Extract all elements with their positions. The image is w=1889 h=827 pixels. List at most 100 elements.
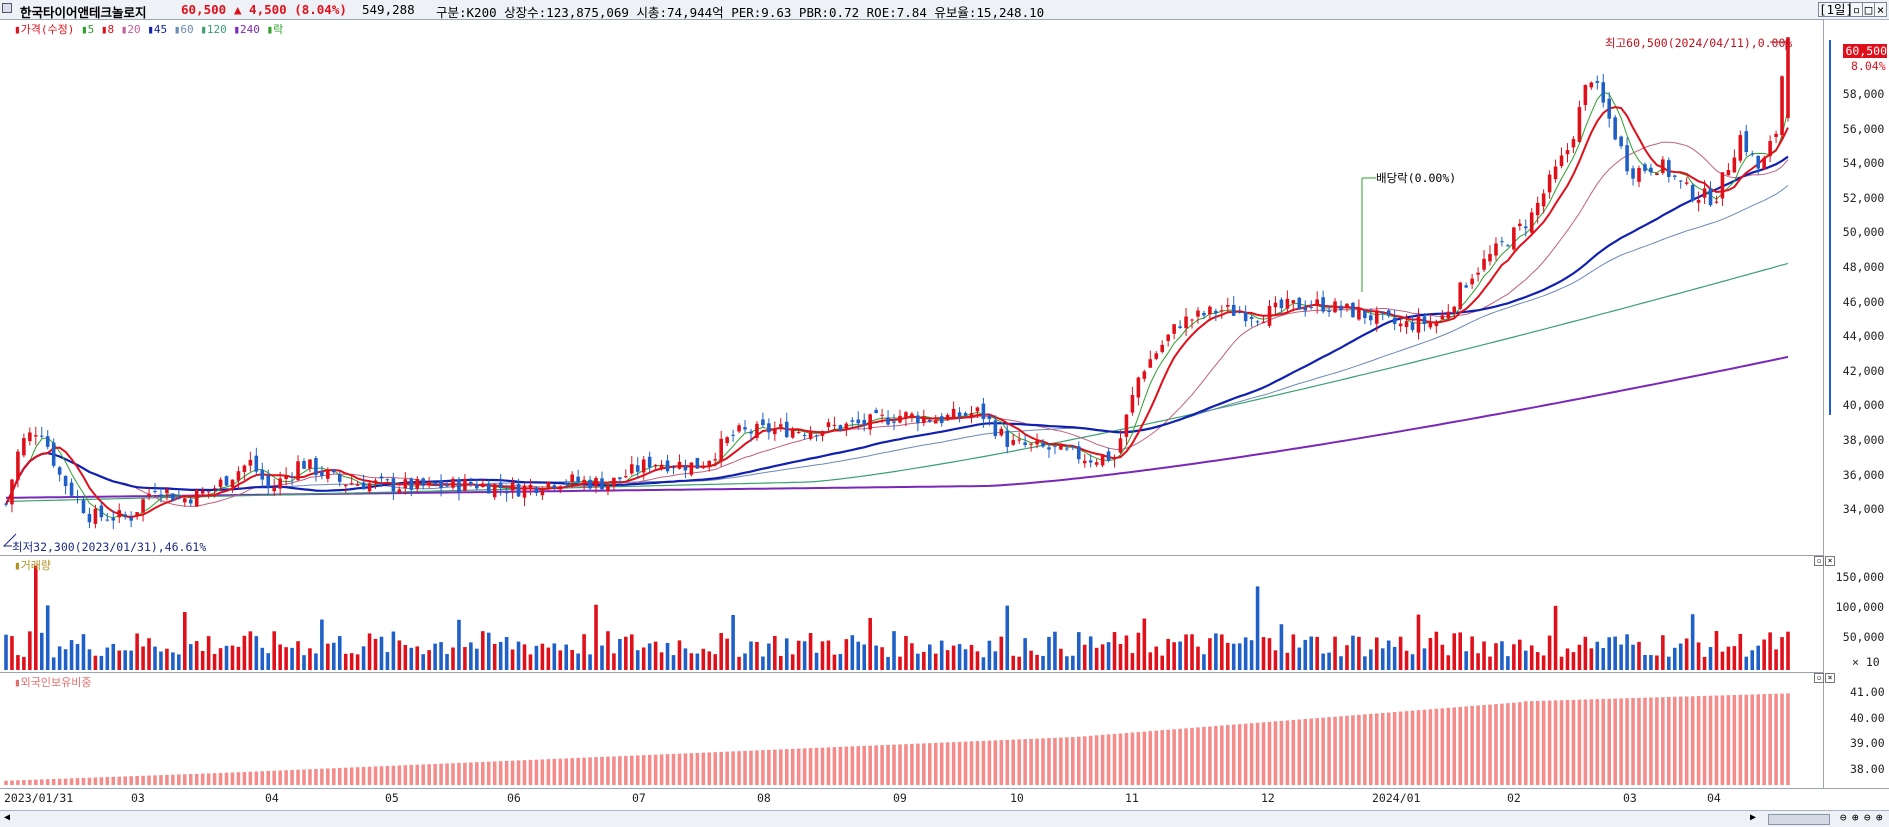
candle-body [135,512,139,517]
foreign-ownership-bar [242,771,247,785]
candle-body [1142,371,1147,379]
foreign-ownership-bar [635,755,640,785]
candle-body [367,483,372,492]
zoom-out-icon[interactable]: ⊖ [1840,811,1847,824]
foreign-pane[interactable] [0,672,1823,789]
candle-body [481,483,485,487]
candle-body [266,475,271,488]
candle-body [63,475,68,487]
foreign-ownership-bar [469,762,473,785]
foreign-ownership-bar [379,766,384,785]
candle-body [1547,174,1552,193]
candle-body [463,478,467,491]
volume-bar [790,654,795,670]
foreign-ownership-bar [1535,700,1540,785]
foreign-ownership-bar [266,770,271,785]
volume-bar [260,647,265,670]
foreign-ownership-bar [1142,731,1147,785]
candle-body [81,500,86,514]
pane-max-icon[interactable]: ▫ [1814,556,1824,566]
foreign-ownership-bar [1303,719,1308,785]
price-y-tick: 52,000 [1842,190,1885,205]
maximize-icon[interactable]: □ [1862,2,1875,17]
scroll-thumb[interactable] [1768,814,1830,825]
candle-body [808,432,813,439]
volume-bar [296,641,300,670]
foreign-ownership-bar [850,746,855,785]
volume-bar [1291,634,1296,670]
candle-body [1243,312,1248,322]
volume-bar [516,641,521,670]
volume-bar [773,635,777,670]
zoom-fit-icon[interactable]: ⊕ [1876,811,1883,824]
foreign-ownership-bar [1553,700,1558,785]
foreign-ownership-bar [1714,695,1719,785]
pane-close-icon[interactable]: × [1825,556,1835,566]
foreign-ownership-bar [564,758,569,785]
foreign-ownership-bar [767,749,771,785]
volume-bar [1142,618,1147,670]
menu-icon[interactable] [2,3,12,13]
candle-body [1774,133,1778,137]
foreign-ownership-bar [1577,699,1582,785]
x-axis-label: 05 [385,791,399,805]
foreign-pane-buttons[interactable]: ▫ × [1813,673,1835,683]
foreign-ownership-bar [1416,710,1421,785]
period-button[interactable]: [1일] [1818,2,1854,17]
foreign-ownership-bar [939,742,944,785]
foreign-ownership-bar [206,773,211,785]
scroll-left-icon[interactable]: ◀ [4,812,11,823]
candle-body [665,460,670,472]
candle-body [528,484,533,489]
candle-body [1446,311,1451,319]
volume-pane[interactable] [0,555,1823,672]
candle-body [1011,440,1016,445]
volume-bar [1446,655,1451,670]
candle-body [1518,223,1522,227]
foreign-ownership-bar [1464,706,1468,785]
foreign-ownership-bar [778,749,783,785]
pane-close-icon[interactable]: × [1825,673,1835,683]
volume-bar [1297,647,1302,670]
foreign-ownership-bar [272,770,276,785]
volume-bar [1130,653,1135,670]
volume-bar [1732,646,1737,670]
foreign-ownership-bar [1231,724,1236,785]
pane-max-icon[interactable]: ▫ [1814,673,1824,683]
close-icon[interactable]: × [1874,2,1887,17]
foreign-ownership-bar [719,751,723,785]
candle-body [260,469,265,480]
candle-body [373,480,378,484]
candle-body [1476,272,1480,275]
volume-bar [1661,635,1665,670]
zoom-reset-icon[interactable]: ⊖ [1864,811,1871,824]
volume-bar [671,655,676,670]
foreign-ownership-bar [1225,725,1230,785]
volume-pane-buttons[interactable]: ▫ × [1813,556,1835,566]
candle-body [1422,316,1427,325]
volume-bar [111,643,116,670]
foreign-ownership-bar [558,758,563,785]
candle-body [451,478,455,488]
candle-body [981,403,986,420]
candle-body [1523,226,1528,229]
candle-body [129,517,133,521]
scroll-right-icon[interactable]: ▶ [1750,812,1757,823]
candle-body [1100,455,1105,466]
scrollbar[interactable]: ◀ ▶ ⊖ ⊕ ⊖ ⊕ [0,810,1889,827]
volume-bar [922,651,926,670]
legend-item: ▮240 [226,23,260,36]
x-axis-label: 2024/01 [1372,791,1421,805]
candle-body [534,487,539,494]
candle-body [69,482,74,496]
price-pane[interactable] [0,19,1823,555]
candle-body [45,436,50,447]
candle-body [415,479,420,489]
volume-bar [486,632,491,670]
volume-bar [248,631,253,670]
volume-bar [832,654,837,670]
zoom-in-icon[interactable]: ⊕ [1852,811,1859,824]
candle-body [1440,315,1445,320]
candle-body [1023,442,1027,446]
